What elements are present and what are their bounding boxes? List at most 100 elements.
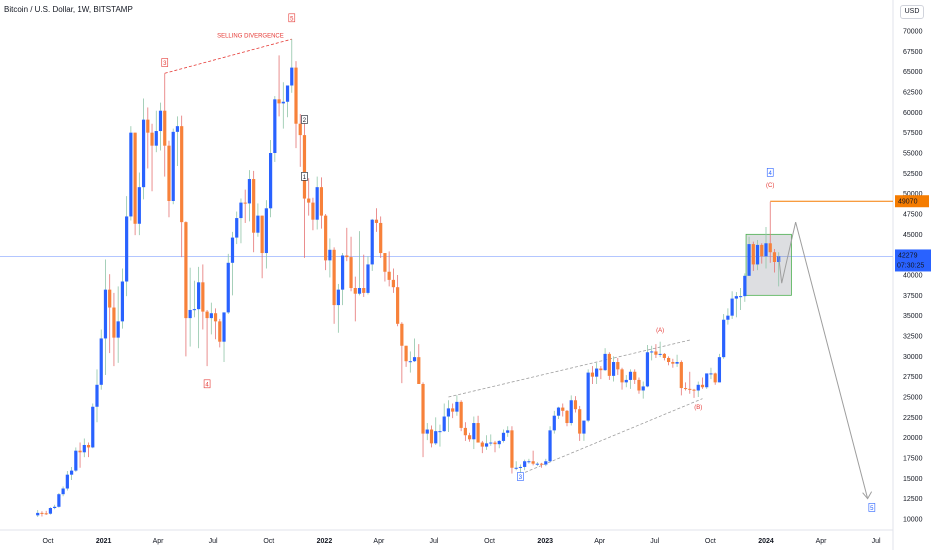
candle-body (336, 289, 340, 306)
candle-body (268, 153, 273, 209)
candle-body (582, 420, 586, 434)
candle-body (175, 126, 180, 132)
candle-body (201, 282, 205, 312)
wave-label: 4 (205, 382, 209, 388)
x-tick-label: 2024 (758, 538, 774, 545)
candle-body (751, 244, 755, 265)
candle-body (353, 288, 357, 294)
y-tick-label: 65000 (903, 69, 923, 76)
candle-body (624, 379, 628, 383)
candle-body (586, 372, 590, 421)
candle-body (476, 423, 480, 443)
candle-body (48, 508, 53, 514)
candle-body (755, 244, 760, 265)
candle-body (747, 244, 751, 276)
candle-body (91, 406, 95, 448)
channel-upper-line (448, 339, 690, 398)
y-tick-label: 50000 (903, 191, 923, 198)
candle-body (645, 352, 650, 387)
wave-label-box (517, 472, 524, 481)
y-tick-label: 70000 (903, 29, 923, 36)
candle-body (298, 123, 302, 136)
candle-body (129, 132, 133, 217)
candle-body (154, 131, 158, 146)
candle-body (281, 101, 285, 104)
wave-label-box (868, 503, 876, 512)
candle-body (340, 255, 345, 290)
candle-body (324, 215, 328, 261)
candle-body (264, 208, 268, 254)
candle-body (493, 442, 497, 445)
candle-body (345, 255, 349, 258)
candle-body (425, 429, 429, 434)
wave-label: (B) (694, 405, 702, 411)
candle-body (480, 442, 484, 447)
candle-body (302, 135, 307, 199)
wave-label: 4 (769, 171, 773, 177)
candle-body (455, 401, 459, 412)
candle-body (36, 512, 40, 516)
candle-body (726, 315, 730, 320)
candle-body (611, 362, 616, 376)
candle-body (108, 289, 112, 308)
candle-body (349, 257, 353, 289)
candle-body (408, 361, 412, 363)
candle-body (370, 219, 374, 265)
x-tick-label: Jul (209, 538, 218, 545)
candle-body (523, 461, 527, 467)
candle-body (722, 319, 726, 358)
wave-label: 3 (163, 61, 167, 67)
currency-button[interactable]: USD (900, 5, 924, 19)
candle-body (125, 216, 129, 282)
candle-body (662, 353, 666, 358)
candle-body (53, 506, 57, 509)
candle-body (294, 67, 298, 124)
candle-body (730, 298, 734, 316)
candle-body (243, 202, 247, 204)
candle-body (40, 512, 44, 514)
x-tick-label: 2021 (96, 538, 112, 545)
candle-body (366, 264, 370, 293)
candle-body (171, 131, 175, 201)
candle-body (743, 275, 747, 297)
candle-body (692, 389, 696, 391)
candle-body (527, 461, 531, 463)
candle-body (44, 513, 48, 515)
candle-body (650, 351, 654, 353)
x-tick-label: 2022 (317, 538, 333, 545)
candle-body (603, 353, 607, 371)
current-price-tag (895, 249, 931, 272)
wave-label-box (766, 168, 774, 177)
candle-body (514, 467, 518, 469)
y-tick-label: 30000 (903, 354, 923, 361)
candle-body (429, 429, 434, 444)
candle-body (760, 244, 764, 257)
candle-body (252, 179, 256, 233)
candle-body (116, 321, 120, 338)
candle-body (290, 67, 294, 86)
wave-label-box (301, 172, 308, 181)
divergence-label: SELLING DIVERGENCE (217, 34, 284, 40)
candle-body (256, 215, 260, 233)
candle-body (531, 461, 535, 464)
candle-body (565, 410, 569, 424)
candle-body (61, 488, 65, 495)
projection-path (778, 222, 869, 499)
candle-body (273, 99, 277, 153)
candle-body (518, 466, 523, 468)
candle-body (319, 187, 324, 216)
candle-body (552, 415, 556, 431)
candle-body (489, 442, 493, 444)
projection-arrowhead (862, 491, 873, 500)
x-tick-label: Jul (429, 538, 438, 545)
y-tick-label: 22500 (903, 415, 923, 422)
candle-body (637, 379, 641, 391)
candle-body (717, 357, 722, 383)
y-tick-label: 32500 (903, 334, 923, 341)
candle-body (679, 362, 683, 389)
candle-body (696, 384, 700, 391)
candle-body (463, 427, 467, 436)
candle-body (209, 313, 213, 319)
candle-body (230, 237, 235, 263)
